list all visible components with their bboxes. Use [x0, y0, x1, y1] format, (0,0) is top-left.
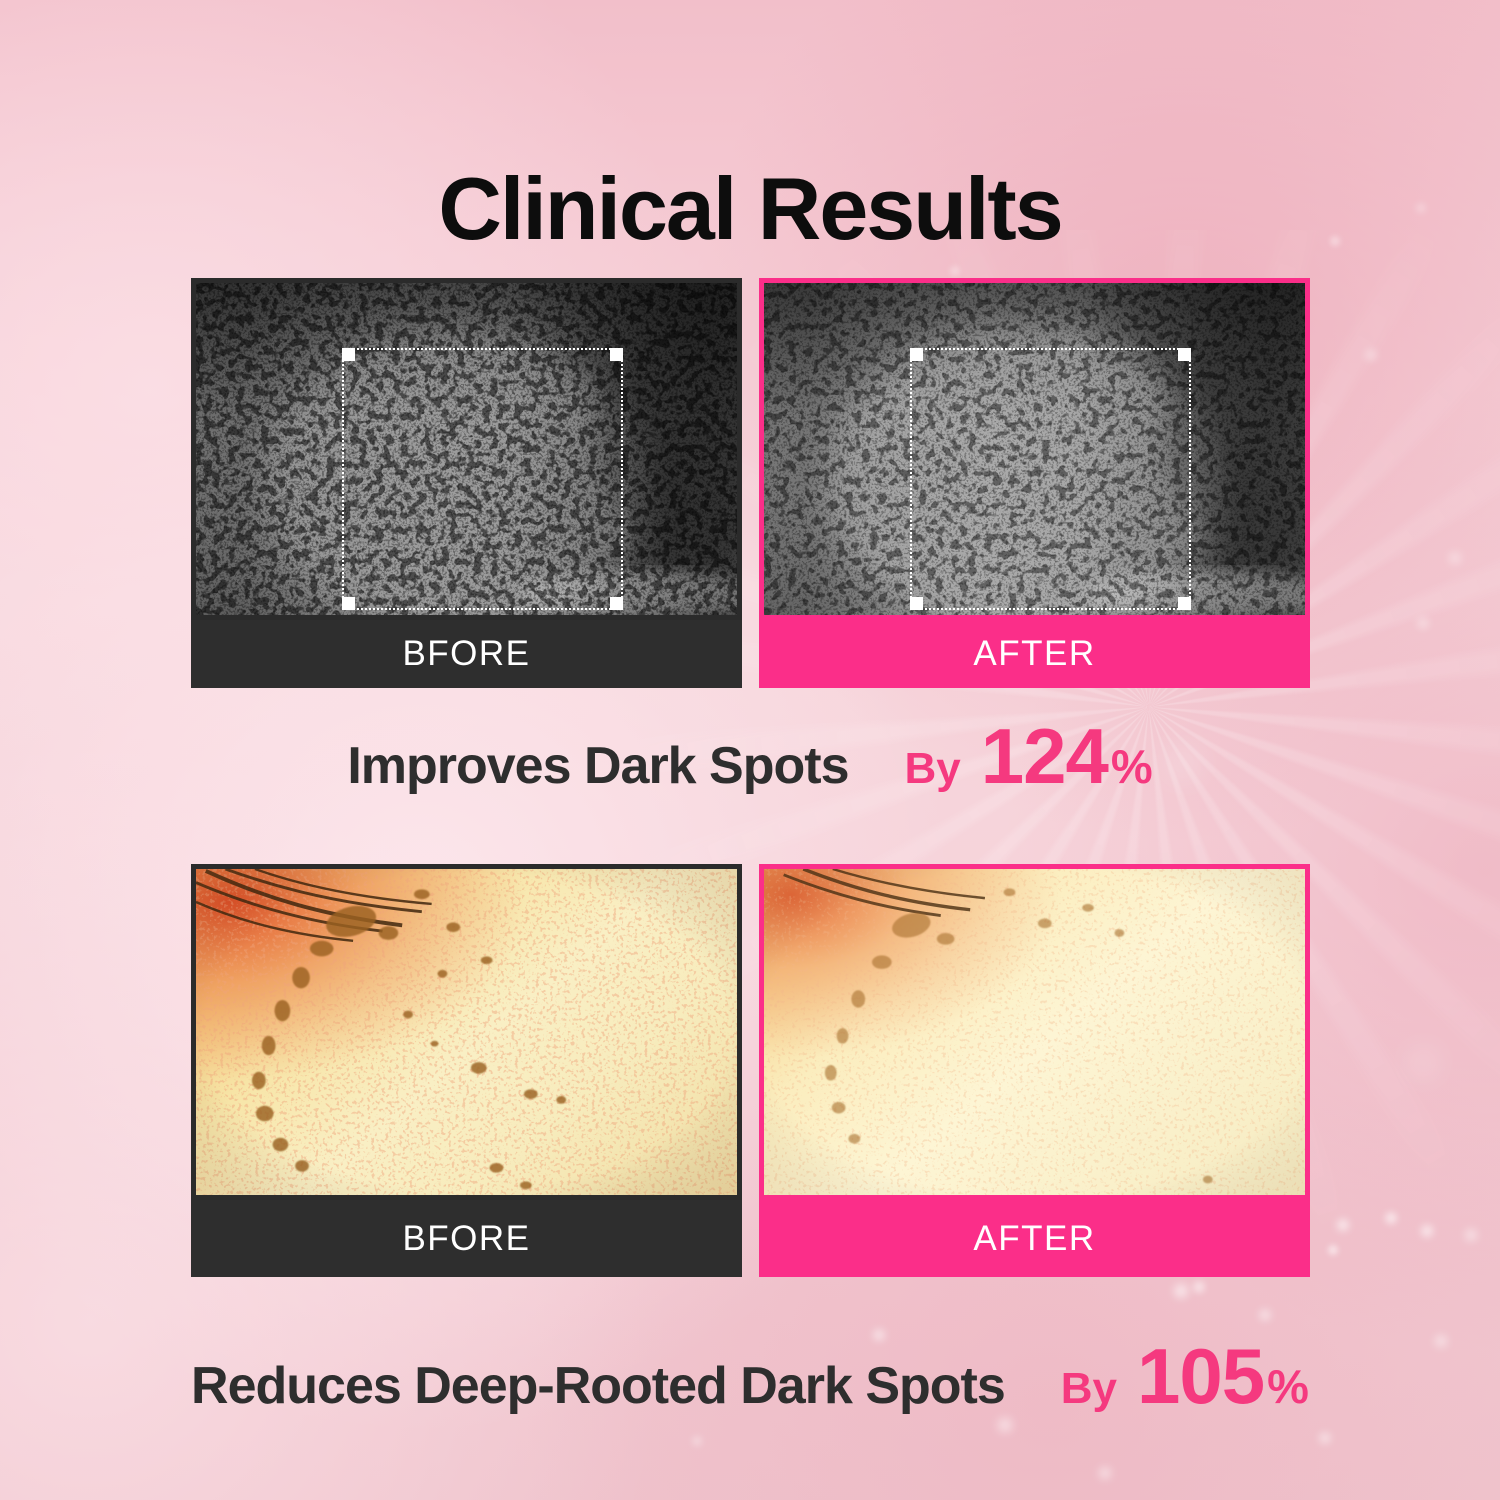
- page-title: Clinical Results: [438, 158, 1063, 258]
- before-panel-dark-spots: BFORE: [191, 278, 742, 688]
- before-photo-color: [191, 864, 742, 1200]
- after-photo-grayscale: [759, 278, 1310, 620]
- stat-row-deep-rooted: Reduces Deep-Rooted Dark Spots By 105 %: [0, 1337, 1500, 1415]
- marquee-handle: [610, 347, 624, 361]
- bokeh-sparkles-decoration: [0, 0, 6, 6]
- after-panel-deep-rooted: AFTER: [759, 864, 1310, 1277]
- stat-value: 105: [1137, 1332, 1265, 1420]
- marquee-handle: [1178, 597, 1192, 610]
- comparison-row-deep-rooted: BFORE: [191, 864, 1310, 1277]
- color-skin-image-before: [196, 869, 737, 1195]
- analysis-region-marquee: [342, 347, 624, 610]
- before-label-bar: BFORE: [191, 1200, 742, 1277]
- marquee-handle: [910, 347, 924, 361]
- stat-row-dark-spots: Improves Dark Spots By 124 %: [0, 717, 1500, 795]
- after-panel-dark-spots: AFTER: [759, 278, 1310, 688]
- after-label-bar: AFTER: [759, 620, 1310, 688]
- grayscale-skin-image-after: [764, 283, 1305, 615]
- after-photo-color: [759, 864, 1310, 1200]
- comparison-row-dark-spots: BFORE: [191, 278, 1310, 688]
- marquee-handle: [1178, 347, 1192, 361]
- stat-unit: %: [1267, 1360, 1309, 1413]
- after-label: AFTER: [973, 1218, 1096, 1258]
- stat-prefix: By: [904, 744, 961, 793]
- stat-prefix: By: [1060, 1364, 1118, 1413]
- marquee-handle: [910, 597, 924, 610]
- stat-caption: Reduces Deep-Rooted Dark Spots: [191, 1357, 1006, 1415]
- grayscale-skin-image-before: [196, 283, 737, 615]
- color-skin-image-after: [764, 869, 1305, 1195]
- before-label: BFORE: [402, 634, 531, 673]
- after-label: AFTER: [973, 634, 1096, 673]
- after-label-bar: AFTER: [759, 1200, 1310, 1277]
- stat-unit: %: [1110, 740, 1153, 793]
- marquee-handle: [610, 597, 624, 610]
- before-label-bar: BFORE: [191, 620, 742, 688]
- analysis-region-marquee: [910, 347, 1192, 610]
- stat-caption: Improves Dark Spots: [347, 737, 849, 795]
- before-photo-grayscale: [191, 278, 742, 620]
- before-panel-deep-rooted: BFORE: [191, 864, 742, 1277]
- marquee-handle: [342, 347, 356, 361]
- marquee-handle: [342, 597, 356, 610]
- stat-value: 124: [980, 712, 1109, 800]
- before-label: BFORE: [402, 1218, 531, 1258]
